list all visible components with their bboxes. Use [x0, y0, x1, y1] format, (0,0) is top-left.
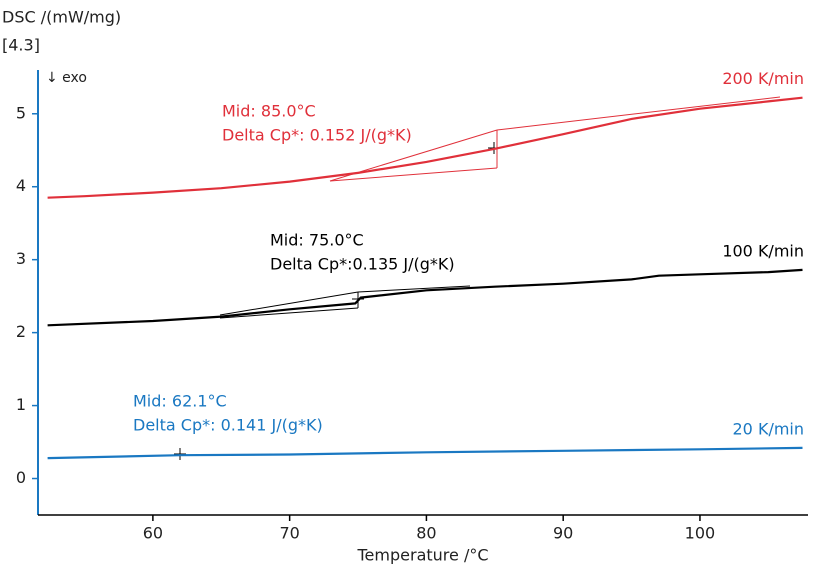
annotation: Mid: 62.1°C — [133, 392, 227, 411]
series-line — [47, 268, 803, 327]
series-line — [47, 96, 803, 199]
x-axis-label: Temperature /°C — [357, 546, 489, 565]
y-axis-label: DSC /(mW/mg) — [2, 8, 121, 27]
x-tick-label: 60 — [143, 524, 163, 543]
x-tick-label: 70 — [279, 524, 299, 543]
annotation: Mid: 85.0°C — [222, 102, 316, 121]
annotation: Delta Cp*: 0.141 J/(g*K) — [133, 416, 323, 435]
exo-label: ↓ exo — [46, 70, 87, 86]
blue-midpoint — [174, 448, 186, 460]
x-tick-label: 100 — [685, 524, 716, 543]
axis-note: [4.3] — [2, 36, 40, 55]
series-label: 200 K/min — [722, 69, 804, 88]
annotation: Mid: 75.0°C — [270, 231, 364, 250]
series-label: 100 K/min — [722, 241, 804, 260]
series-label: 20 K/min — [733, 419, 805, 438]
y-tick-label: 2 — [16, 322, 26, 341]
black-tangents — [219, 285, 471, 319]
series-line — [47, 446, 803, 460]
annotation: Delta Cp*:0.135 J/(g*K) — [270, 255, 455, 274]
y-tick-label: 0 — [16, 468, 26, 487]
annotation: Delta Cp*: 0.152 J/(g*K) — [222, 126, 412, 145]
x-tick-label: 90 — [553, 524, 573, 543]
x-tick-label: 80 — [416, 524, 436, 543]
y-tick-label: 5 — [16, 103, 26, 122]
y-tick-label: 4 — [16, 176, 26, 195]
y-tick-label: 3 — [16, 249, 26, 268]
y-tick-label: 1 — [16, 395, 26, 414]
